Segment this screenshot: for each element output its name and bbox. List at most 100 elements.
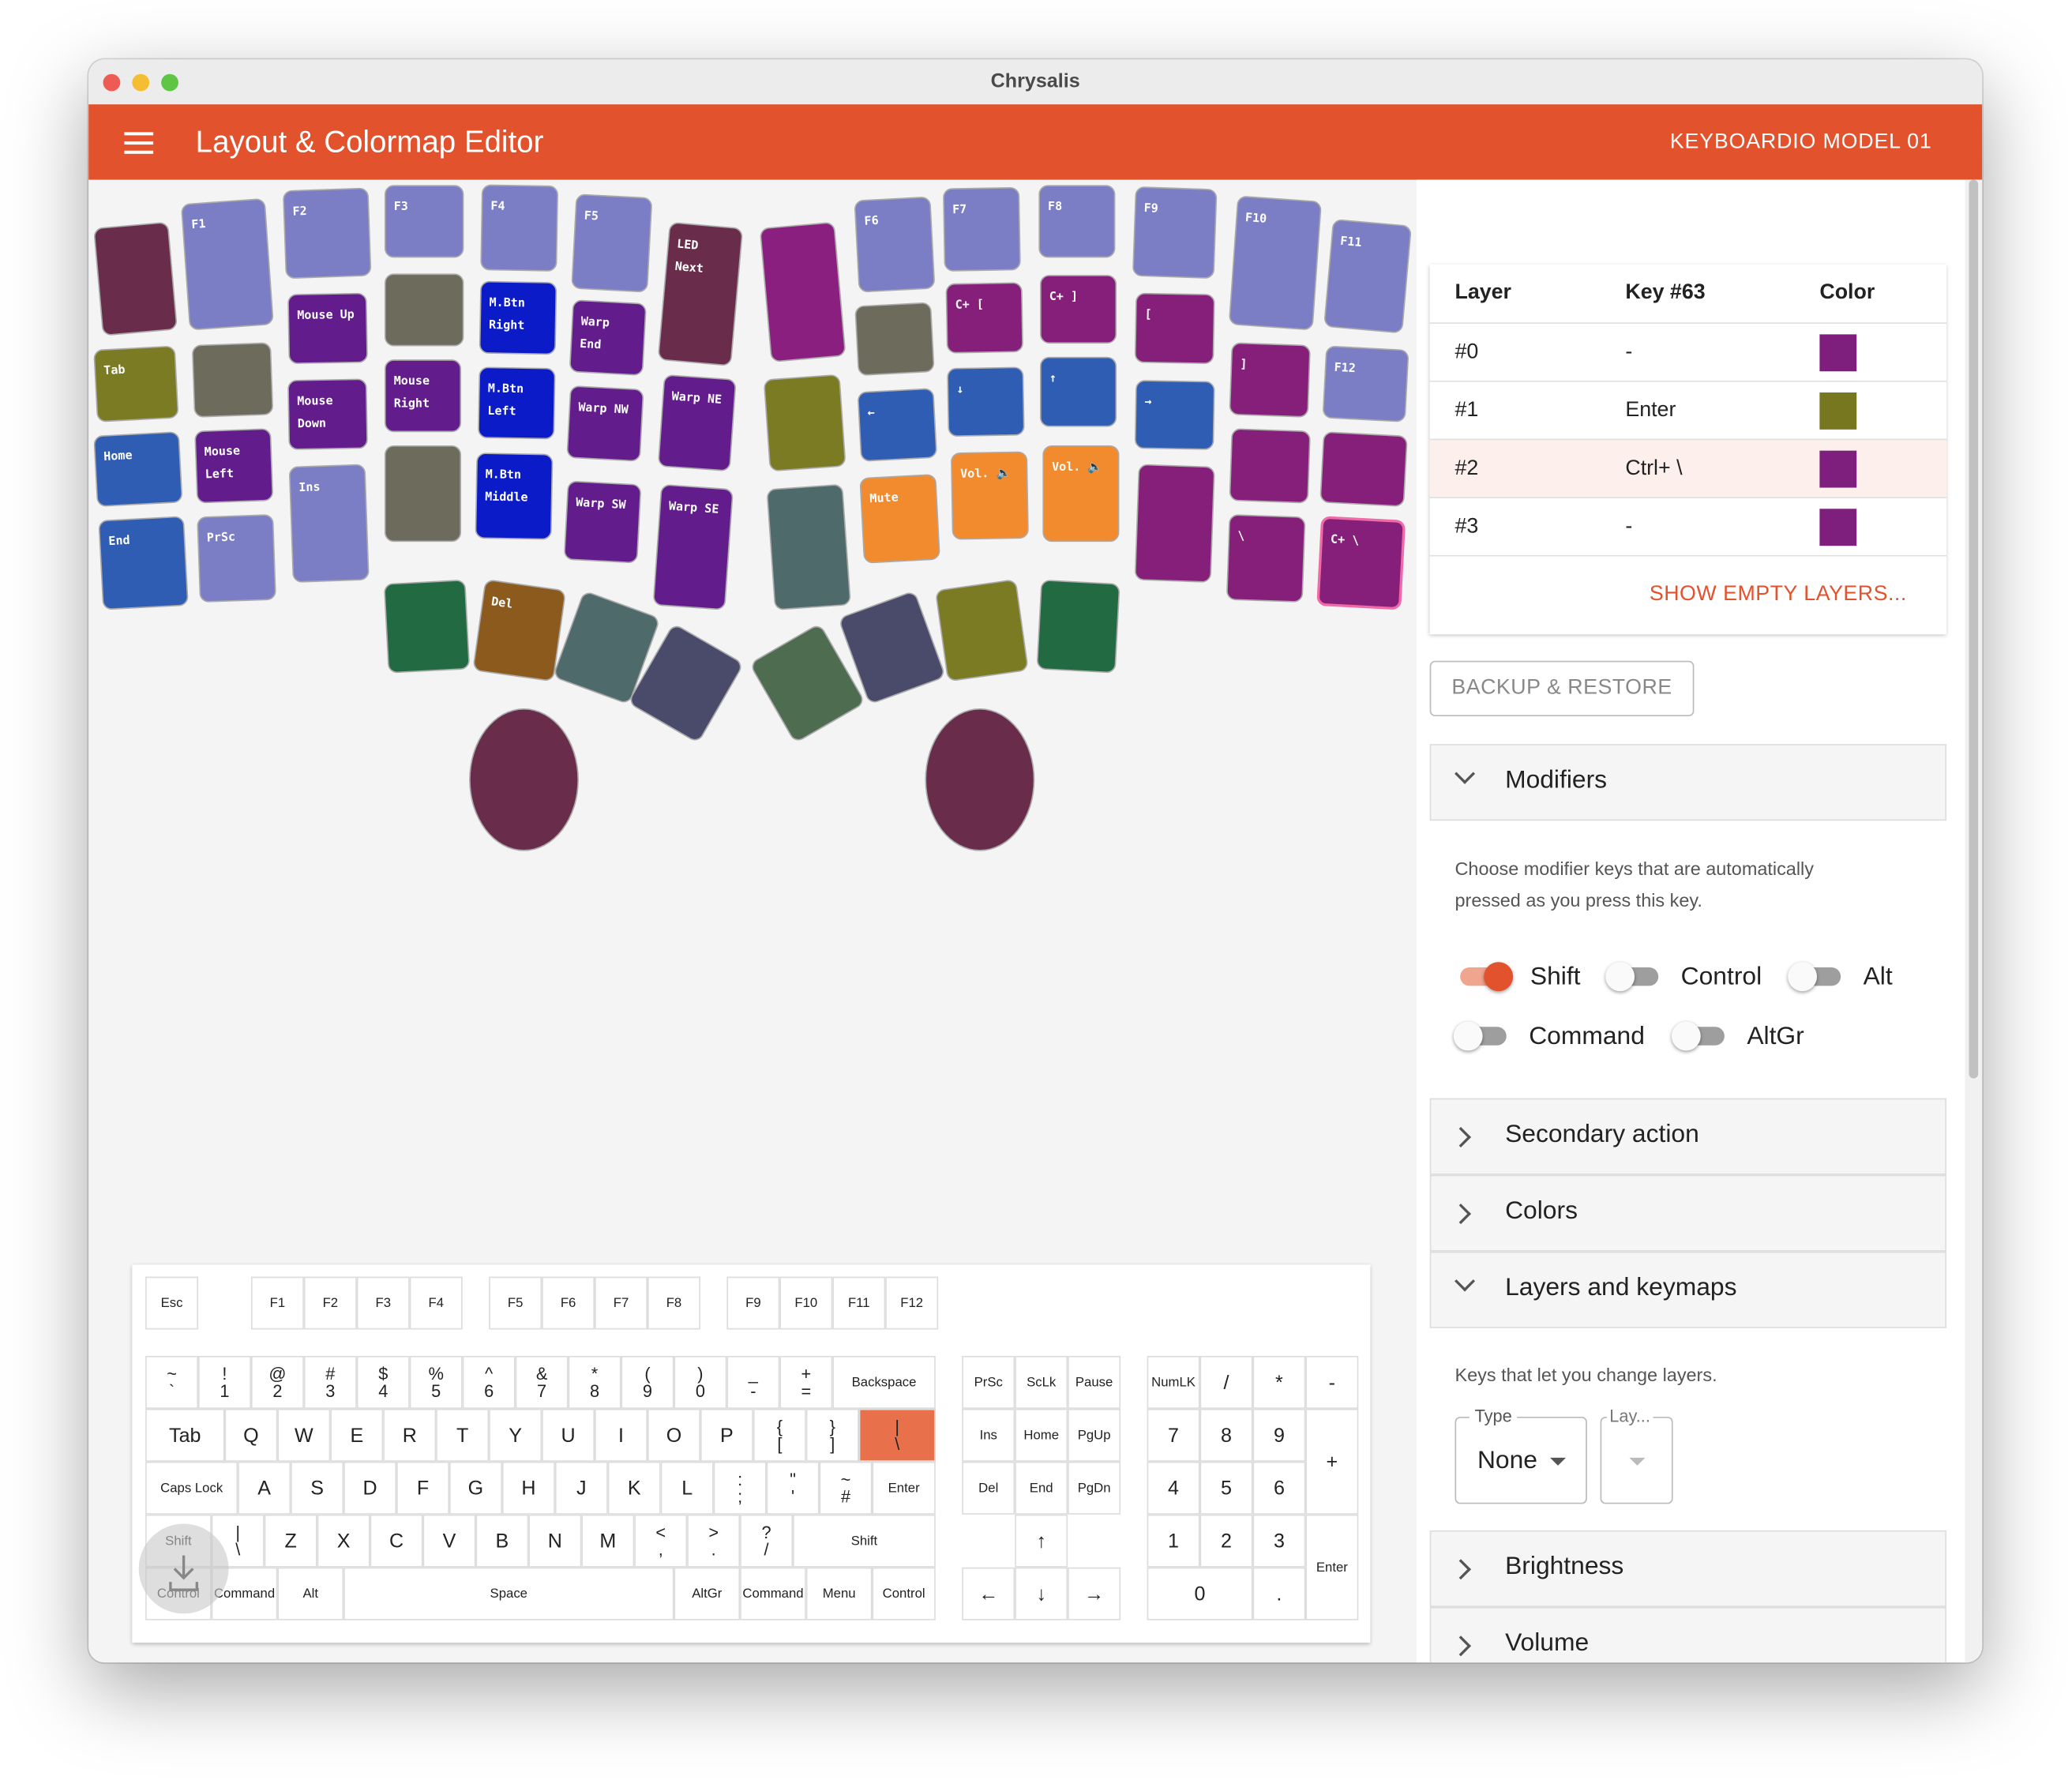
picker-key[interactable]: Ins <box>962 1408 1015 1462</box>
section-header[interactable]: Secondary action <box>1429 1098 1947 1175</box>
picker-key[interactable]: G <box>449 1461 502 1515</box>
key[interactable]: [ <box>1134 292 1215 365</box>
layer-row[interactable]: #0 - <box>1429 322 1947 381</box>
picker-key[interactable]: Y <box>489 1408 542 1462</box>
key[interactable]: Warp NW <box>566 385 644 462</box>
picker-key[interactable]: 8 <box>1199 1408 1253 1462</box>
picker-key[interactable]: Enter <box>1305 1514 1359 1620</box>
picker-key[interactable]: " ' <box>766 1461 820 1515</box>
picker-key[interactable]: ↑ <box>1015 1514 1068 1568</box>
key[interactable]: Mute <box>859 473 940 564</box>
picker-key[interactable]: + <box>1305 1408 1359 1515</box>
picker-key[interactable]: - <box>1305 1355 1359 1409</box>
picker-key[interactable]: Del <box>962 1461 1015 1515</box>
picker-key[interactable]: Home <box>1015 1408 1068 1462</box>
picker-key[interactable]: J <box>554 1461 608 1515</box>
picker-key[interactable]: Q <box>224 1408 278 1462</box>
key[interactable] <box>934 579 1029 682</box>
key[interactable]: Warp NE <box>657 374 737 472</box>
picker-key[interactable]: Shift <box>793 1514 936 1568</box>
close-button[interactable] <box>103 73 121 92</box>
key[interactable]: Warp End <box>569 299 647 376</box>
picker-key[interactable]: T <box>436 1408 490 1462</box>
key[interactable]: F10 <box>1228 195 1323 331</box>
picker-key[interactable]: Backspace <box>832 1355 936 1409</box>
picker-key[interactable]: I <box>595 1408 648 1462</box>
key[interactable]: C+ ] <box>1040 275 1117 344</box>
key[interactable] <box>1036 579 1120 674</box>
key[interactable]: F11 <box>1323 219 1413 334</box>
key[interactable] <box>1229 428 1311 504</box>
key[interactable] <box>1319 431 1408 508</box>
key[interactable]: ← <box>857 388 938 462</box>
key[interactable]: M.Btn Left <box>478 366 556 440</box>
picker-key[interactable]: O <box>648 1408 700 1462</box>
picker-key[interactable]: ↓ <box>1015 1567 1068 1620</box>
picker-key[interactable]: PgDn <box>1068 1461 1121 1515</box>
picker-key[interactable]: F9 <box>726 1276 780 1330</box>
picker-key[interactable]: Pause <box>1068 1355 1121 1409</box>
key[interactable]: Mouse Left <box>194 428 274 504</box>
picker-key[interactable]: Z <box>264 1514 317 1568</box>
picker-key[interactable]: Command <box>740 1567 806 1620</box>
picker-key[interactable]: F10 <box>779 1276 833 1330</box>
picker-key[interactable]: F4 <box>409 1276 463 1330</box>
picker-key[interactable]: S <box>291 1461 344 1515</box>
picker-key[interactable]: Enter <box>872 1461 936 1515</box>
layer-select[interactable]: Lay... <box>1600 1406 1673 1504</box>
modifiers-header[interactable]: Modifiers <box>1429 744 1947 821</box>
picker-key[interactable]: P <box>700 1408 753 1462</box>
type-select[interactable]: Type None <box>1455 1406 1587 1504</box>
picker-key[interactable]: : ; <box>713 1461 767 1515</box>
palm-key[interactable] <box>925 708 1035 851</box>
key[interactable]: Del <box>472 579 567 682</box>
backup-button[interactable]: BACKUP & RESTORE <box>1429 660 1695 717</box>
picker-key[interactable]: 9 <box>1252 1408 1306 1462</box>
key[interactable]: ] <box>1229 342 1311 418</box>
picker-key[interactable]: F12 <box>885 1276 939 1330</box>
picker-key[interactable]: Menu <box>805 1567 873 1620</box>
toggle[interactable] <box>1455 959 1515 994</box>
layer-row[interactable]: #3 - <box>1429 497 1947 556</box>
key[interactable]: → <box>1134 380 1215 450</box>
picker-key[interactable]: PrSc <box>962 1355 1015 1409</box>
picker-key[interactable]: F3 <box>356 1276 410 1330</box>
key[interactable]: M.Btn Middle <box>475 453 554 540</box>
picker-key[interactable]: W <box>277 1408 331 1462</box>
picker-key[interactable]: < , <box>634 1514 688 1568</box>
picker-key[interactable]: F <box>396 1461 449 1515</box>
toggle[interactable] <box>1671 1019 1732 1053</box>
picker-key[interactable]: F7 <box>595 1276 648 1330</box>
picker-key[interactable]: . <box>1252 1567 1306 1620</box>
picker-key[interactable]: Esc <box>145 1276 199 1330</box>
picker-key[interactable]: B <box>475 1514 529 1568</box>
section-header[interactable]: Brightness <box>1429 1530 1947 1607</box>
picker-key[interactable]: ( 9 <box>621 1355 674 1409</box>
picker-key[interactable]: * 8 <box>568 1355 621 1409</box>
picker-key[interactable]: Space <box>343 1567 674 1620</box>
key[interactable]: F9 <box>1132 186 1218 280</box>
picker-key[interactable]: $ 4 <box>356 1355 410 1409</box>
picker-key[interactable]: + = <box>779 1355 833 1409</box>
section-header[interactable]: Layers and keymaps <box>1429 1251 1947 1328</box>
key[interactable] <box>854 302 935 377</box>
key[interactable]: C+ [ <box>945 282 1024 354</box>
picker-key[interactable]: ) 0 <box>674 1355 727 1409</box>
toggle[interactable] <box>1788 959 1849 994</box>
key[interactable]: Vol. 🔈 <box>1042 445 1120 543</box>
picker-key[interactable]: 2 <box>1199 1514 1253 1568</box>
palm-key[interactable] <box>469 708 579 851</box>
picker-key[interactable]: { [ <box>753 1408 806 1462</box>
picker-key[interactable]: @ 2 <box>250 1355 304 1409</box>
key[interactable]: F1 <box>180 197 274 331</box>
picker-key[interactable]: % 5 <box>409 1355 463 1409</box>
picker-key[interactable]: X <box>317 1514 370 1568</box>
key[interactable]: Mouse Down <box>287 378 368 450</box>
key[interactable]: F7 <box>942 186 1021 272</box>
key[interactable]: Home <box>93 431 183 508</box>
picker-key[interactable]: 1 <box>1147 1514 1200 1568</box>
key[interactable]: F12 <box>1322 345 1409 422</box>
picker-key[interactable]: _ - <box>726 1355 780 1409</box>
picker-key[interactable]: F5 <box>489 1276 542 1330</box>
picker-key[interactable]: ? / <box>740 1514 794 1568</box>
